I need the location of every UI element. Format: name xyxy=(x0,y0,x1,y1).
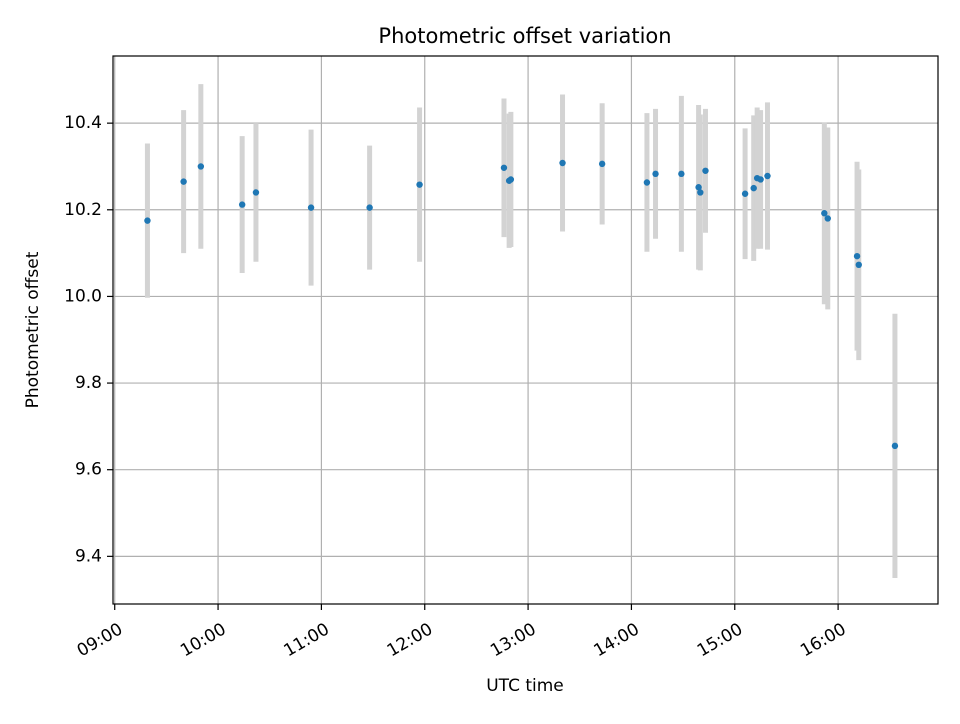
data-point xyxy=(500,164,508,171)
data-point xyxy=(764,172,771,180)
plot-frame xyxy=(112,55,939,605)
x-axis-label: UTC time xyxy=(486,676,564,696)
data-point xyxy=(144,217,151,224)
data-point xyxy=(750,184,757,192)
y-tick-label: 9.4 xyxy=(75,546,102,566)
data-point xyxy=(702,167,709,174)
data-point xyxy=(853,252,861,260)
y-tick-label: 9.6 xyxy=(75,460,102,480)
data-point xyxy=(252,189,260,196)
data-point xyxy=(757,176,764,183)
data-point xyxy=(307,204,315,211)
data-point xyxy=(197,163,205,170)
data-point xyxy=(238,201,246,208)
data-point xyxy=(559,159,566,167)
y-tick-label: 10.2 xyxy=(64,200,102,220)
y-tick-label: 9.8 xyxy=(75,373,102,393)
data-point xyxy=(824,215,831,222)
y-tick-label: 10.4 xyxy=(64,113,102,133)
grid-layer xyxy=(113,56,938,604)
chart-title: Photometric offset variation xyxy=(378,24,671,48)
data-point xyxy=(643,179,651,186)
data-point xyxy=(507,176,515,183)
y-tick-label: 10.0 xyxy=(64,286,102,306)
data-point xyxy=(678,170,685,178)
data-point xyxy=(366,204,373,211)
point-layer xyxy=(144,159,899,450)
data-point xyxy=(697,189,704,196)
data-point xyxy=(821,210,828,217)
data-point xyxy=(652,170,659,178)
data-point xyxy=(741,190,749,197)
data-point xyxy=(598,160,606,168)
data-point xyxy=(416,181,423,188)
data-point xyxy=(891,442,899,450)
y-axis-label: Photometric offset xyxy=(23,251,43,408)
data-point xyxy=(180,178,187,185)
data-point xyxy=(855,261,862,269)
data-point xyxy=(695,184,702,191)
